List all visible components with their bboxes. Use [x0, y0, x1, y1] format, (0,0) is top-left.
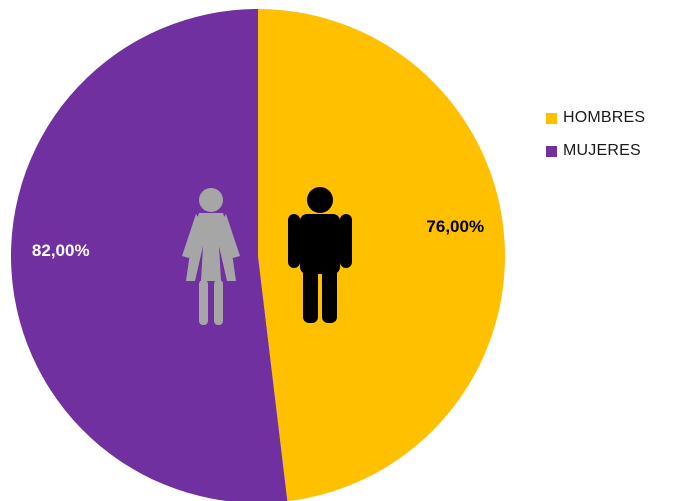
legend-item-mujeres: MUJERES [546, 141, 645, 161]
pie-slice-mujeres [11, 9, 288, 501]
data-label-mujeres: 82,00% [32, 241, 90, 260]
chart-legend: HOMBRES MUJERES [546, 108, 645, 174]
legend-item-hombres: HOMBRES [546, 108, 645, 128]
legend-swatch-mujeres [546, 145, 557, 157]
legend-label-mujeres: MUJERES [563, 142, 641, 159]
male-figure-icon [288, 187, 352, 323]
female-figure-icon [182, 188, 240, 325]
data-label-hombres: 76,00% [426, 217, 484, 236]
legend-swatch-hombres [546, 112, 557, 124]
pie-slice-hombres [258, 9, 505, 501]
legend-label-hombres: HOMBRES [563, 109, 646, 126]
